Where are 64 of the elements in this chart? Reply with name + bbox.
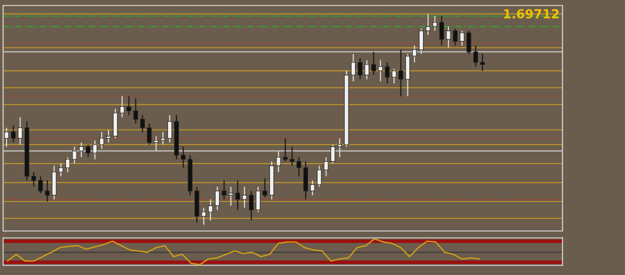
- candlestick: [201, 207, 206, 226]
- candlestick: [180, 146, 186, 168]
- candlestick: [337, 138, 342, 158]
- candlestick: [426, 13, 430, 36]
- candlestick: [18, 116, 22, 146]
- candlestick: [310, 180, 315, 196]
- candlestick: [167, 114, 172, 144]
- candlestick: [262, 178, 268, 198]
- candlestick: [120, 96, 124, 118]
- candlestick: [160, 131, 166, 146]
- candlestick: [154, 136, 158, 152]
- candlestick: [38, 176, 43, 194]
- candlestick: [235, 180, 240, 210]
- candlestick: [208, 198, 213, 222]
- candlestick: [290, 146, 294, 166]
- candlestick: [303, 160, 308, 200]
- candlestick: [140, 114, 145, 133]
- candlestick: [228, 186, 234, 206]
- candlestick: [473, 44, 478, 68]
- candlestick: [222, 180, 226, 200]
- candlestick: [466, 30, 472, 55]
- candlestick: [398, 49, 404, 97]
- candlestick: [392, 68, 396, 84]
- candlestick: [432, 15, 438, 32]
- candlestick: [65, 156, 70, 173]
- candlestick: [86, 144, 90, 158]
- candlestick: [72, 146, 77, 164]
- candlestick: [126, 96, 132, 116]
- candlestick: [92, 140, 98, 160]
- candlestick: [358, 58, 362, 80]
- candlestick: [52, 165, 56, 200]
- candlestick: [133, 98, 138, 124]
- candlestick: [99, 131, 104, 150]
- candlestick: [446, 26, 451, 48]
- candlestick: [112, 108, 118, 139]
- candlestick: [106, 129, 111, 144]
- candlestick: [282, 138, 288, 162]
- candlestick: [371, 51, 376, 76]
- candlestick: [242, 186, 247, 208]
- candlestick: [460, 30, 464, 46]
- candlestick: [412, 44, 417, 63]
- candlestick: [405, 53, 410, 97]
- candlestick: [296, 156, 302, 177]
- candlestick: [384, 62, 390, 84]
- candlestick: [418, 28, 424, 55]
- candlestick: [480, 53, 485, 72]
- candlestick: [330, 144, 336, 164]
- candlestick: [214, 186, 220, 210]
- candlestick: [45, 180, 50, 202]
- candlestick: [146, 122, 152, 146]
- candlestick: [248, 190, 254, 222]
- candlestick: [276, 150, 281, 173]
- candlestick: [31, 171, 36, 188]
- candlestick: [256, 186, 260, 213]
- candlestick: [350, 53, 356, 82]
- candlestick: [439, 15, 444, 46]
- candlestick: [324, 156, 328, 177]
- candlestick: [11, 125, 16, 144]
- candlestick: [316, 165, 322, 188]
- candlestick: [452, 28, 458, 46]
- candlestick: [58, 163, 64, 177]
- candlestick: [378, 60, 383, 82]
- candlestick: [78, 142, 84, 158]
- candlestick: [364, 60, 370, 80]
